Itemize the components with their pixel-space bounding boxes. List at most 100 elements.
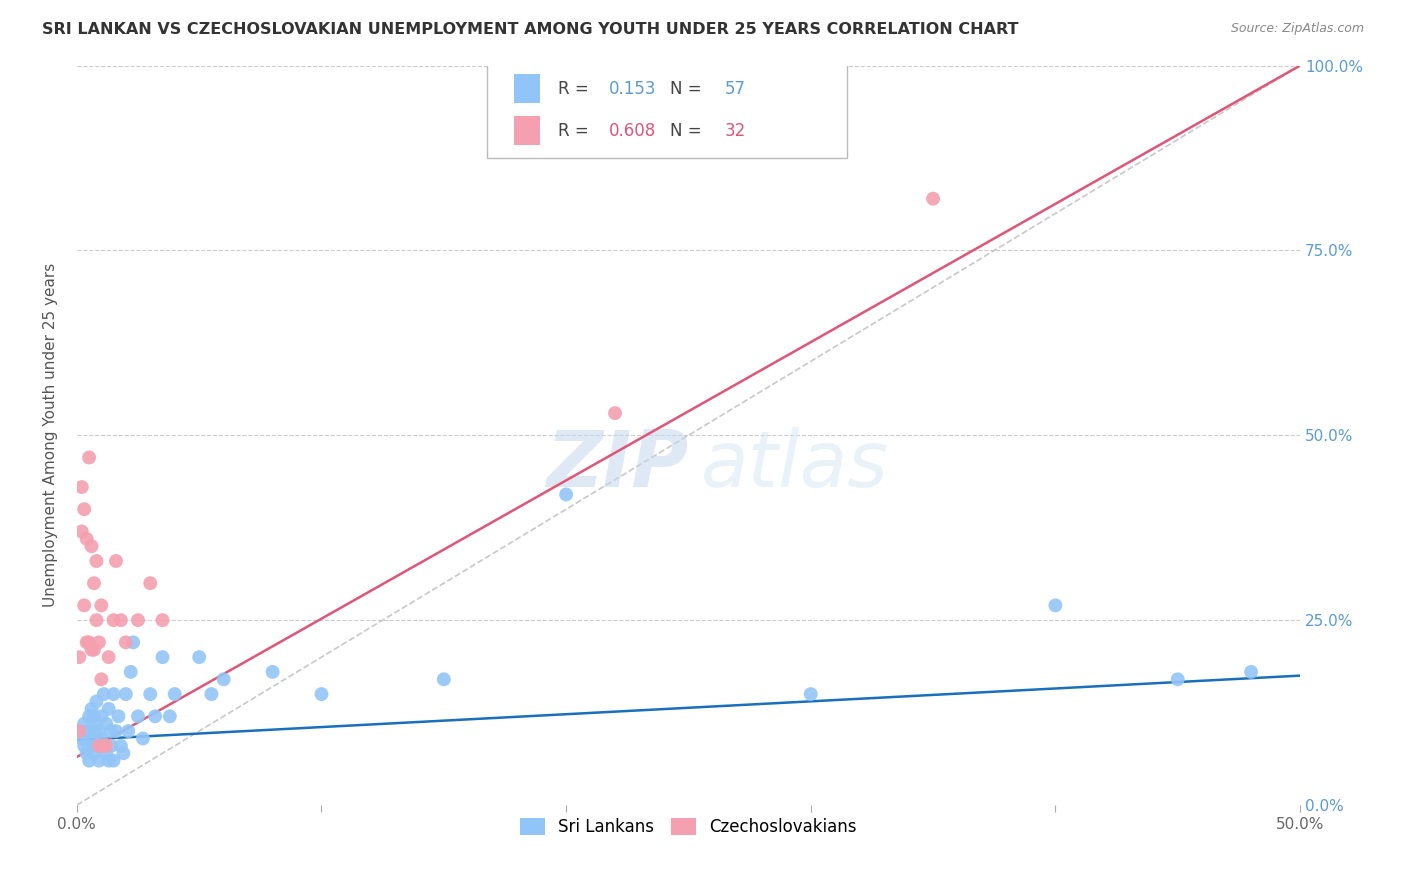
Point xyxy=(1167,673,1189,687)
Point xyxy=(80,642,103,657)
Point xyxy=(73,502,96,516)
Point xyxy=(110,739,132,753)
Point xyxy=(87,724,110,739)
Point xyxy=(87,754,110,768)
Point xyxy=(127,613,149,627)
Point xyxy=(800,687,823,701)
Point xyxy=(77,450,100,465)
Point xyxy=(73,716,96,731)
Point xyxy=(127,709,149,723)
Point xyxy=(90,731,112,746)
Point xyxy=(922,192,945,206)
Point xyxy=(122,635,145,649)
Point xyxy=(87,739,110,753)
Point xyxy=(93,687,115,701)
Point xyxy=(70,731,93,746)
Point xyxy=(80,702,103,716)
Point xyxy=(107,709,129,723)
Point xyxy=(97,702,120,716)
Bar xyxy=(513,74,540,103)
Point xyxy=(112,746,135,760)
Point xyxy=(103,613,125,627)
Point xyxy=(132,731,155,746)
Text: N =: N = xyxy=(671,121,707,140)
Text: 57: 57 xyxy=(725,79,747,97)
Point xyxy=(77,739,100,753)
Point xyxy=(143,709,166,723)
Point xyxy=(105,554,128,568)
Point xyxy=(80,539,103,553)
Point xyxy=(262,665,284,679)
Point xyxy=(83,746,105,760)
Point xyxy=(77,709,100,723)
Text: R =: R = xyxy=(558,121,593,140)
Point xyxy=(67,650,90,665)
Text: N =: N = xyxy=(671,79,707,97)
Point xyxy=(103,754,125,768)
Point xyxy=(76,746,98,760)
Point xyxy=(97,754,120,768)
Point xyxy=(76,532,98,546)
Point xyxy=(86,554,108,568)
Point xyxy=(188,650,211,665)
Point xyxy=(80,731,103,746)
Point xyxy=(311,687,333,701)
Y-axis label: Unemployment Among Youth under 25 years: Unemployment Among Youth under 25 years xyxy=(44,263,58,607)
Point xyxy=(90,673,112,687)
Point xyxy=(152,650,174,665)
Point xyxy=(67,724,90,739)
FancyBboxPatch shape xyxy=(486,54,848,158)
Point xyxy=(90,599,112,613)
Legend: Sri Lankans, Czechoslovakians: Sri Lankans, Czechoslovakians xyxy=(512,810,865,845)
Point xyxy=(76,724,98,739)
Point xyxy=(555,487,578,501)
Point xyxy=(163,687,186,701)
Point xyxy=(77,635,100,649)
Point xyxy=(152,613,174,627)
Point xyxy=(100,739,122,753)
Point xyxy=(603,406,626,420)
Point xyxy=(93,739,115,753)
Point xyxy=(1240,665,1263,679)
Point xyxy=(96,716,118,731)
Text: 0.153: 0.153 xyxy=(609,79,657,97)
Point xyxy=(117,724,139,739)
Point xyxy=(70,480,93,494)
Text: ZIP: ZIP xyxy=(546,427,689,503)
Point xyxy=(103,687,125,701)
Point xyxy=(100,724,122,739)
Text: SRI LANKAN VS CZECHOSLOVAKIAN UNEMPLOYMENT AMONG YOUTH UNDER 25 YEARS CORRELATIO: SRI LANKAN VS CZECHOSLOVAKIAN UNEMPLOYME… xyxy=(42,22,1019,37)
Point xyxy=(73,599,96,613)
Point xyxy=(200,687,222,701)
Point xyxy=(90,709,112,723)
Point xyxy=(114,635,136,649)
Point xyxy=(139,576,162,591)
Point xyxy=(1045,599,1067,613)
Point xyxy=(86,694,108,708)
Point xyxy=(96,739,118,753)
Point xyxy=(83,724,105,739)
Point xyxy=(86,716,108,731)
Point xyxy=(76,635,98,649)
Point xyxy=(139,687,162,701)
Point xyxy=(212,673,235,687)
Point xyxy=(97,650,120,665)
Point xyxy=(96,746,118,760)
Point xyxy=(86,739,108,753)
Point xyxy=(86,613,108,627)
Bar xyxy=(513,116,540,145)
Point xyxy=(120,665,142,679)
Point xyxy=(83,576,105,591)
Text: R =: R = xyxy=(558,79,593,97)
Text: 32: 32 xyxy=(725,121,747,140)
Point xyxy=(70,524,93,539)
Point xyxy=(93,739,115,753)
Point xyxy=(83,642,105,657)
Text: 0.608: 0.608 xyxy=(609,121,657,140)
Point xyxy=(110,613,132,627)
Point xyxy=(67,724,90,739)
Point xyxy=(159,709,181,723)
Point xyxy=(77,754,100,768)
Point xyxy=(73,739,96,753)
Point xyxy=(105,724,128,739)
